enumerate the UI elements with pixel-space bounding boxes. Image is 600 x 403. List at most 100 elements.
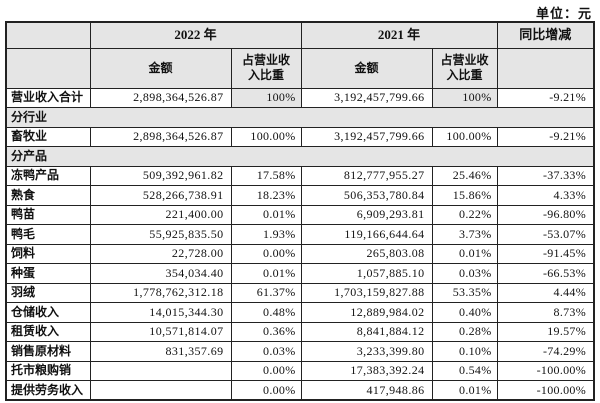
yoy-cell: 19.57% [496,321,595,342]
header-row-years: 2022 年 2021 年 同比增减 [5,21,595,49]
amount-2022-cell: 14,015,344.30 [89,302,232,323]
table-header: 2022 年 2021 年 同比增减 金额 占营业收 入比重 金额 占营业收 入… [5,21,595,89]
table-row: 托市粮购销 0.00% 17,383,392.24 0.54% -100.00% [5,360,595,381]
pct-2021-cell: 0.01% [431,243,498,264]
row-label: 畜牧业 [5,126,91,147]
amount-2022-cell: 2,898,364,526.87 [89,87,232,108]
amount-2022-cell: 221,400.00 [89,204,232,225]
amount-2022-cell: 22,728.00 [89,243,232,264]
yoy-cell: -91.45% [496,243,595,264]
header-pct-2021: 占营业收 入比重 [431,47,498,89]
amount-2021-cell: 3,233,399.80 [300,341,433,362]
table-row: 仓储收入 14,015,344.30 0.48% 12,889,984.02 0.40%… [5,302,595,323]
unit-label: 单位：元 [535,6,592,21]
table-row: 鸭苗 221,400.00 0.01% 6,909,293.81 0.22% -96.80… [5,204,595,225]
pct-2021-cell: 0.03% [431,263,498,284]
amount-2022-cell: 509,392,961.82 [89,165,232,186]
amount-2021-cell: 12,889,984.02 [300,302,433,323]
pct-2022-cell: 17.58% [230,165,302,186]
amount-2022-cell [89,360,232,381]
pct-2022-cell: 0.00% [230,243,302,264]
row-label: 租赁收入 [5,321,91,342]
table-row: 鸭毛 55,925,835.50 1.93% 119,166,644.64 3.73% -… [5,224,595,245]
row-label: 熟食 [5,185,91,206]
row-label: 仓储收入 [5,302,91,323]
amount-2022-cell: 354,034.40 [89,263,232,284]
pct-2021-cell: 100% [431,87,498,108]
amount-2021-cell: 1,703,159,827.88 [300,282,433,303]
pct-2021-cell: 0.28% [431,321,498,342]
pct-2021-cell: 0.10% [431,341,498,362]
yoy-cell: -9.21% [496,126,595,147]
table-row: 羽绒 1,778,762,312.18 61.37% 1,703,159,827.88… [5,282,595,303]
table-row: 销售原材料 831,357.69 0.03% 3,233,399.80 0.10% -74… [5,341,595,362]
pct-2021-cell: 15.86% [431,185,498,206]
pct-2022-cell: 100.00% [230,126,302,147]
header-year-2021: 2021 年 [300,21,498,49]
amount-2021-cell: 6,909,293.81 [300,204,433,225]
amount-2021-cell: 1,057,885.10 [300,263,433,284]
yoy-cell: -100.00% [496,380,595,401]
row-label: 鸭苗 [5,204,91,225]
row-label: 饲料 [5,243,91,264]
yoy-cell: -74.29% [496,341,595,362]
row-label: 营业收入合计 [5,87,91,108]
section-row: 分产品 [5,146,595,167]
table-row: 营业收入合计 2,898,364,526.87 100% 3,192,457,799.… [5,87,595,108]
row-label: 托市粮购销 [5,360,91,381]
pct-2022-cell: 0.03% [230,341,302,362]
pct-2022-cell: 1.93% [230,224,302,245]
yoy-cell: -96.80% [496,204,595,225]
row-label: 羽绒 [5,282,91,303]
revenue-breakdown-table: 2022 年 2021 年 同比增减 金额 占营业收 入比重 金额 占营业收 入… [5,21,596,401]
amount-2021-cell: 17,383,392.24 [300,360,433,381]
header-pct-2022: 占营业收 入比重 [230,47,302,89]
amount-2021-cell: 3,192,457,799.66 [300,87,433,108]
yoy-cell: -53.07% [496,224,595,245]
row-label: 销售原材料 [5,341,91,362]
table-row: 提供劳务收入 0.00% 417,948.86 0.01% -100.00% [5,380,595,401]
pct-2021-cell: 25.46% [431,165,498,186]
amount-2021-cell: 8,841,884.12 [300,321,433,342]
header-blank-cell [5,47,91,89]
header-yoy-change: 同比增减 [496,21,595,49]
amount-2022-cell: 2,898,364,526.87 [89,126,232,147]
header-amount-2022: 金额 [89,47,232,89]
amount-2021-cell: 417,948.86 [300,380,433,401]
table-row: 种蛋 354,034.40 0.01% 1,057,885.10 0.03% -66.53… [5,263,595,284]
table-row: 熟食 528,266,738.91 18.23% 506,353,780.84 15.8… [5,185,595,206]
pct-2022-cell: 0.00% [230,360,302,381]
header-year-2022: 2022 年 [89,21,302,49]
pct-2021-cell: 0.22% [431,204,498,225]
table-row: 饲料 22,728.00 0.00% 265,803.08 0.01% -91.45% [5,243,595,264]
table-row: 畜牧业 2,898,364,526.87 100.00% 3,192,457,799.… [5,126,595,147]
section-label: 分产品 [5,146,595,167]
table-body: 营业收入合计 2,898,364,526.87 100% 3,192,457,799.… [5,87,595,401]
header-blank-cell [496,47,595,89]
row-label: 提供劳务收入 [5,380,91,401]
amount-2021-cell: 119,166,644.64 [300,224,433,245]
amount-2022-cell: 1,778,762,312.18 [89,282,232,303]
pct-2021-cell: 0.40% [431,302,498,323]
header-blank-cell [5,21,91,49]
amount-2022-cell: 528,266,738.91 [89,185,232,206]
pct-2021-cell: 100.00% [431,126,498,147]
amount-2022-cell: 10,571,814.07 [89,321,232,342]
row-label: 种蛋 [5,263,91,284]
pct-2022-cell: 61.37% [230,282,302,303]
pct-2022-cell: 0.48% [230,302,302,323]
header-amount-2021: 金额 [300,47,433,89]
pct-2021-cell: 3.73% [431,224,498,245]
table-row: 租赁收入 10,571,814.07 0.36% 8,841,884.12 0.28% 1… [5,321,595,342]
header-row-measures: 金额 占营业收 入比重 金额 占营业收 入比重 [5,47,595,89]
yoy-cell: 8.73% [496,302,595,323]
row-label: 鸭毛 [5,224,91,245]
amount-2021-cell: 265,803.08 [300,243,433,264]
yoy-cell: -100.00% [496,360,595,381]
pct-2021-cell: 0.54% [431,360,498,381]
amount-2022-cell: 831,357.69 [89,341,232,362]
pct-2022-cell: 0.00% [230,380,302,401]
table-row: 冻鸭产品 509,392,961.82 17.58% 812,777,955.27 25… [5,165,595,186]
pct-2021-cell: 53.35% [431,282,498,303]
yoy-cell: -37.33% [496,165,595,186]
